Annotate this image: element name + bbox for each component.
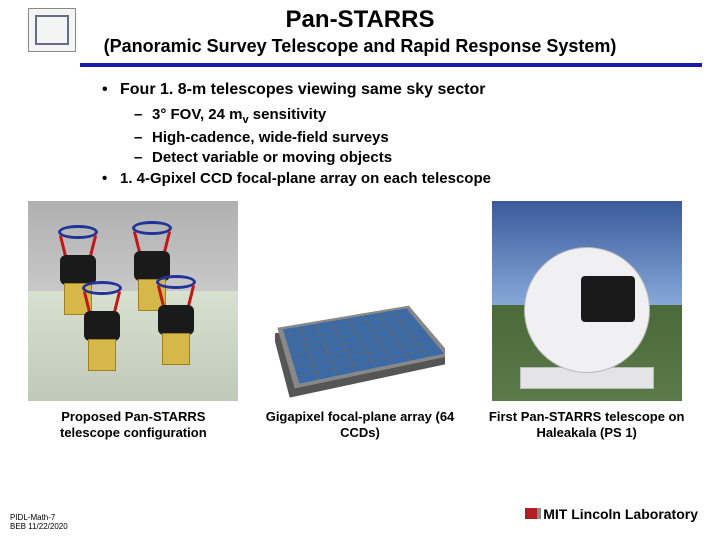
figure-2-image <box>275 281 445 401</box>
figure-3-caption: First Pan-STARRS telescope on Haleakala … <box>487 409 687 440</box>
bullet-main-1: Four 1. 8-m telescopes viewing same sky … <box>120 81 690 99</box>
bullet-content: Four 1. 8-m telescopes viewing same sky … <box>0 67 720 187</box>
figure-1-image <box>28 201 238 401</box>
bullet-sub-2: High-cadence, wide-field surveys <box>152 128 690 148</box>
slide-header: Pan-STARRS (Panoramic Survey Telescope a… <box>0 0 720 57</box>
figure-2-caption: Gigapixel focal-plane array (64 CCDs) <box>260 409 460 440</box>
bullet-main-2: 1. 4-Gpixel CCD focal-plane array on eac… <box>120 170 690 187</box>
figure-row: Proposed Pan-STARRS telescope configurat… <box>0 187 720 440</box>
footer-affiliation: MIT Lincoln Laboratory <box>525 506 698 522</box>
slide-title: Pan-STARRS <box>0 6 720 34</box>
footer-id-line1: PIDL-Math-7 <box>10 513 68 523</box>
footer-affiliation-text: MIT Lincoln Laboratory <box>543 506 698 522</box>
footer-slide-id: PIDL-Math-7 BEB 11/22/2020 <box>10 513 68 532</box>
figure-3-image <box>492 201 682 401</box>
org-logo <box>28 8 76 52</box>
footer-id-line2: BEB 11/22/2020 <box>10 522 68 532</box>
figure-3: First Pan-STARRS telescope on Haleakala … <box>477 201 696 440</box>
bullet-sub-3: Detect variable or moving objects <box>152 148 690 168</box>
bullet-sub-1-pretext: 3° FOV, 24 m <box>152 106 243 123</box>
telescope-icon <box>78 281 128 371</box>
ccd-array-icon <box>277 306 445 389</box>
mit-logo-icon <box>525 508 539 519</box>
figure-1-caption: Proposed Pan-STARRS telescope configurat… <box>33 409 233 440</box>
bullet-sub-1: 3° FOV, 24 mv sensitivity <box>152 105 690 128</box>
dome-icon <box>524 247 650 373</box>
slide-subtitle: (Panoramic Survey Telescope and Rapid Re… <box>0 36 720 57</box>
figure-2: Gigapixel focal-plane array (64 CCDs) <box>251 281 470 440</box>
bullet-sub-1-posttext: sensitivity <box>249 106 327 123</box>
telescope-icon <box>152 275 202 365</box>
figure-1: Proposed Pan-STARRS telescope configurat… <box>24 201 243 440</box>
